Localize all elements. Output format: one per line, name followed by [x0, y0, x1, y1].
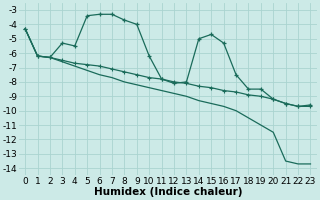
X-axis label: Humidex (Indice chaleur): Humidex (Indice chaleur): [93, 187, 242, 197]
